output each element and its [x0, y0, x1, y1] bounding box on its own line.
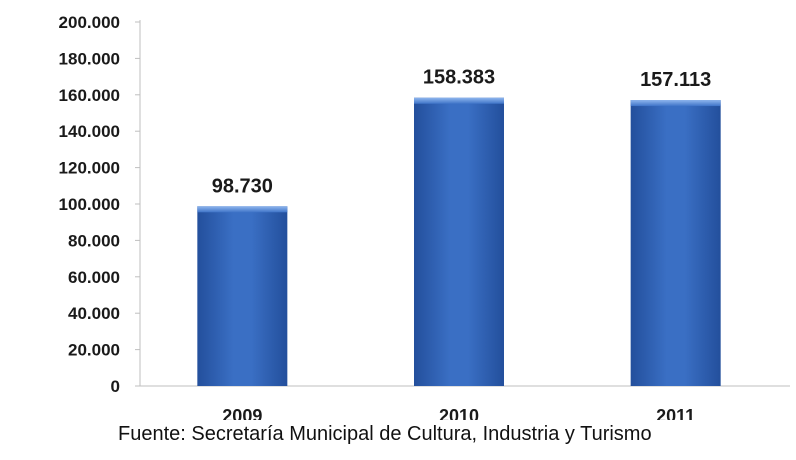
data-label: 157.113 [640, 69, 711, 91]
y-tick-label: 140.000 [59, 122, 120, 141]
y-tick-label: 120.000 [59, 159, 120, 178]
source-note: Fuente: Secretaría Municipal de Cultura,… [118, 423, 652, 445]
bar-2010 [414, 97, 504, 386]
bar-cap [630, 100, 721, 107]
bar-2011 [630, 100, 721, 387]
y-tick-label: 160.000 [59, 86, 120, 105]
y-tick-label: 180.000 [59, 49, 120, 68]
bar-body [630, 100, 721, 387]
y-tick-label: 100.000 [59, 195, 120, 214]
bar-body [197, 206, 288, 386]
bar-cap [197, 206, 288, 213]
y-tick-label: 20.000 [68, 341, 120, 360]
y-tick-label: 80.000 [68, 231, 120, 250]
bar-cap [414, 97, 504, 104]
x-category-label: 2010 [439, 406, 479, 420]
x-category-label: 2009 [222, 406, 262, 420]
bar-chart: 0 20.000 40.000 60.000 80.000 100.000 120.000 1… [59, 13, 790, 420]
data-label: 158.383 [423, 67, 495, 89]
bar-body [414, 97, 504, 386]
y-tick-label: 200.000 [59, 13, 120, 32]
data-label: 98.730 [212, 175, 273, 197]
bar-2009 [197, 206, 288, 386]
y-tick-label: 40.000 [68, 304, 120, 323]
y-tick-label: 0 [111, 377, 120, 396]
y-tick-label: 60.000 [68, 268, 120, 287]
x-category-label: 2011 [656, 406, 695, 420]
